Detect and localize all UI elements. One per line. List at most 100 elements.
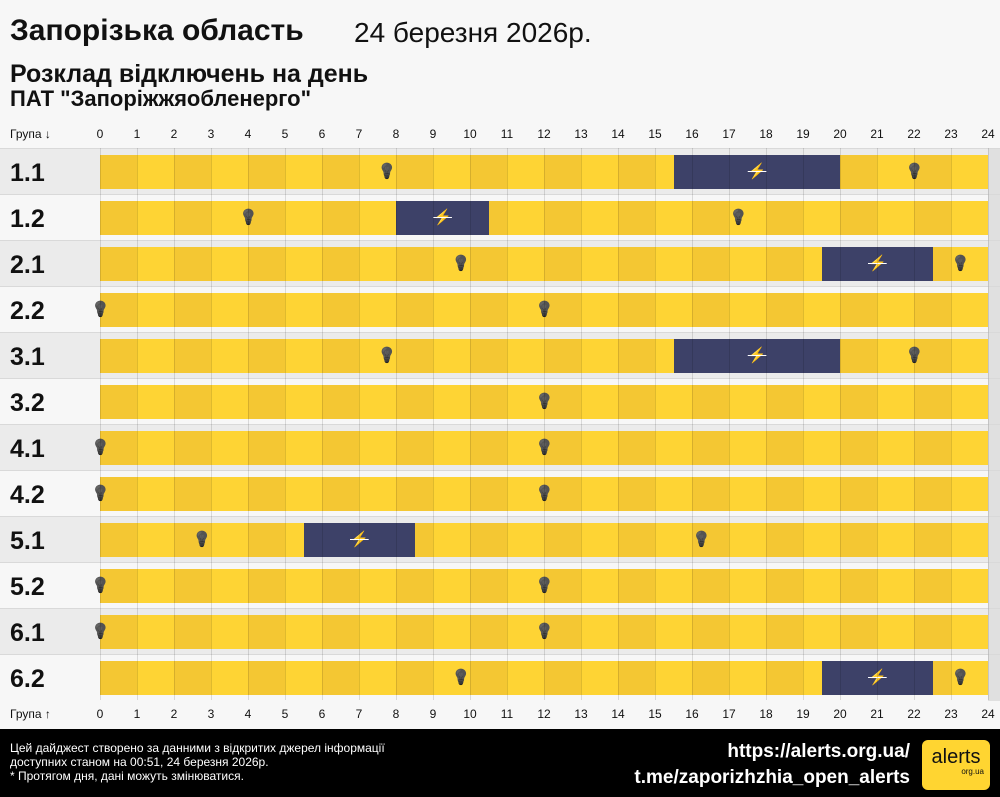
power-on-hour <box>211 615 248 649</box>
hour-gridline <box>137 148 138 700</box>
website-link[interactable]: https://alerts.org.ua/ <box>727 741 910 762</box>
power-on-hour <box>692 615 729 649</box>
group-row: 6.2 ⚡ 💡 💡 <box>0 654 1000 701</box>
hour-tick-label: 11 <box>500 707 514 721</box>
hour-gridline <box>803 148 804 700</box>
power-on-hour <box>248 477 285 511</box>
power-on-hour <box>248 569 285 603</box>
group-row: 3.2 💡 <box>0 378 1000 425</box>
hour-tick-label: 22 <box>907 707 921 721</box>
power-on-hour <box>248 431 285 465</box>
lightbulb-icon: 💡 <box>905 347 924 364</box>
power-on-hour <box>359 569 396 603</box>
hour-tick-label: 11 <box>500 127 514 141</box>
group-row: 3.1 ⚡ 💡 💡 <box>0 332 1000 379</box>
power-on-hour <box>100 385 137 419</box>
lightbulb-icon: 💡 <box>239 209 258 226</box>
power-on-hour <box>618 339 655 373</box>
hour-tick-label: 2 <box>170 707 178 721</box>
power-on-hour <box>359 477 396 511</box>
power-on-hour <box>470 155 507 189</box>
power-off-icon: ⚡ <box>433 209 452 226</box>
power-on-hour <box>248 523 285 557</box>
grid-end-shade <box>988 655 1000 701</box>
power-on-hour <box>618 477 655 511</box>
telegram-link[interactable]: t.me/zaporizhzhia_open_alerts <box>634 767 910 788</box>
power-on-hour <box>470 385 507 419</box>
power-on-hour <box>729 385 766 419</box>
power-off-icon: ⚡ <box>350 531 369 548</box>
group-label: 3.2 <box>0 379 100 425</box>
power-on-hour <box>581 523 618 557</box>
power-on-hour <box>840 569 877 603</box>
power-on-hour <box>507 523 544 557</box>
power-on-hour <box>951 155 988 189</box>
power-on-hour <box>840 615 877 649</box>
power-on-hour <box>544 339 581 373</box>
power-on-hour <box>766 477 803 511</box>
hour-tick-label: 14 <box>611 707 625 721</box>
schedule-bar: 💡 💡 <box>91 477 988 511</box>
hour-axis-bottom: Група ↑ 0 1 2 3 4 5 6 7 8 9 10 11 12 13 14 15 16 17 18 19 20… <box>0 700 1000 728</box>
power-on-hour <box>692 431 729 465</box>
schedule-bar: ⚡ 💡 💡 <box>100 339 988 373</box>
power-on-hour <box>544 155 581 189</box>
hour-gridline <box>174 148 175 700</box>
power-on-hour <box>211 201 248 235</box>
power-on-hour <box>544 247 581 281</box>
power-on-hour <box>803 201 840 235</box>
power-on-hour <box>322 247 359 281</box>
hour-tick-label: 5 <box>281 127 289 141</box>
power-on-hour <box>544 201 581 235</box>
lightbulb-icon: 💡 <box>535 301 554 318</box>
power-on-hour <box>692 385 729 419</box>
logo-text: alerts <box>931 746 981 768</box>
lightbulb-icon: 💡 <box>91 485 110 502</box>
hour-tick-label: 14 <box>611 127 625 141</box>
schedule-bar: 💡 💡 <box>91 615 988 649</box>
power-on-hour <box>803 477 840 511</box>
power-on-hour <box>877 477 914 511</box>
power-on-hour <box>359 661 396 695</box>
group-label: 5.1 <box>0 517 100 563</box>
power-on-hour <box>544 661 581 695</box>
hour-tick-label: 12 <box>537 127 551 141</box>
schedule-bar: 💡 <box>100 385 988 419</box>
power-on-hour <box>914 431 951 465</box>
power-on-hour <box>544 523 581 557</box>
power-on-hour <box>100 431 137 465</box>
hour-gridline <box>322 148 323 700</box>
footer-links: https://alerts.org.ua/ t.me/zaporizhzhia… <box>634 739 910 791</box>
lightbulb-icon: 💡 <box>91 439 110 456</box>
power-on-hour <box>433 293 470 327</box>
power-on-hour <box>618 201 655 235</box>
hour-tick-label: 6 <box>318 707 326 721</box>
grid-end-shade <box>988 471 1000 517</box>
power-on-hour <box>100 201 137 235</box>
power-on-hour <box>100 523 137 557</box>
grid-end-shade <box>988 379 1000 425</box>
hour-tick-label: 0 <box>96 127 104 141</box>
power-on-hour <box>174 661 211 695</box>
power-on-hour <box>470 247 507 281</box>
lightbulb-icon: 💡 <box>729 209 748 226</box>
power-on-hour <box>729 431 766 465</box>
power-on-hour <box>507 661 544 695</box>
lightbulb-icon: 💡 <box>535 577 554 594</box>
power-on-hour <box>692 569 729 603</box>
hour-gridline <box>581 148 582 700</box>
hour-gridline <box>766 148 767 700</box>
power-on-hour <box>248 661 285 695</box>
hour-tick-label: 2 <box>170 127 178 141</box>
outage-block <box>673 339 840 373</box>
power-on-hour <box>174 569 211 603</box>
power-on-hour <box>877 385 914 419</box>
logo-sub: org.ua <box>961 767 984 776</box>
lightbulb-icon: 💡 <box>91 577 110 594</box>
power-on-hour <box>248 247 285 281</box>
hour-tick-label: 15 <box>648 127 662 141</box>
power-on-hour <box>729 523 766 557</box>
grid-end-shade <box>988 149 1000 195</box>
hour-tick-label: 23 <box>944 127 958 141</box>
hour-tick-label: 19 <box>796 707 810 721</box>
